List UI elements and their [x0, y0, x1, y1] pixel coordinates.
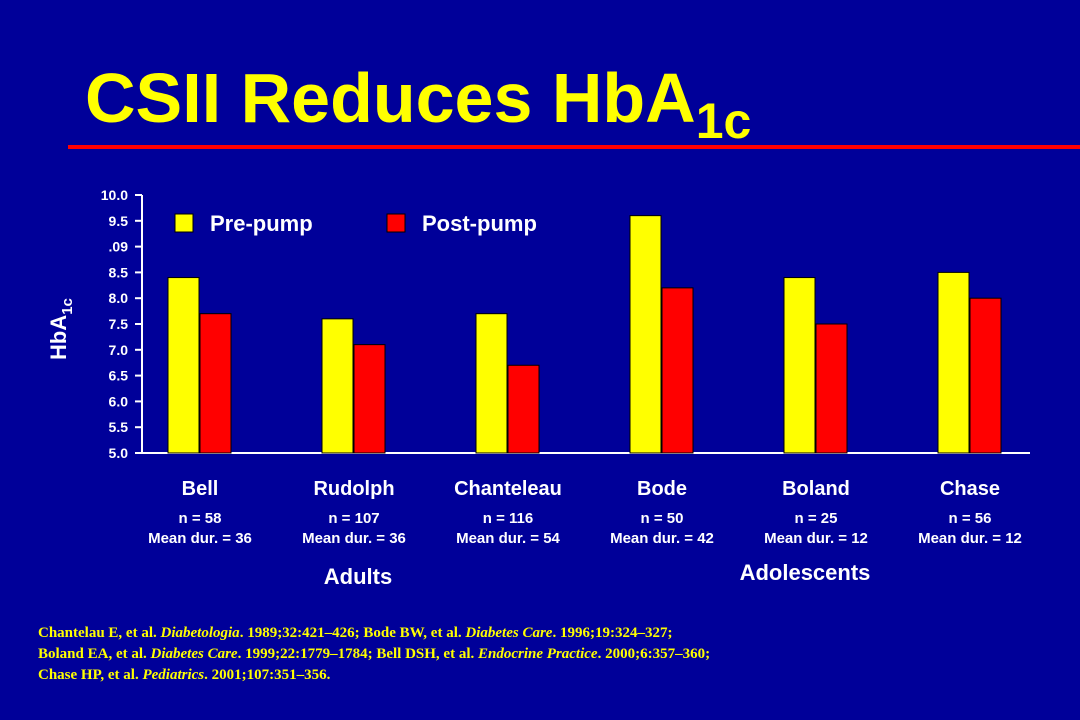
- x-tick-label: Chase: [940, 478, 1000, 500]
- y-tick-label: .09: [109, 239, 129, 255]
- reference-line: Chase HP, et al. Pediatrics. 2001;107:35…: [38, 667, 331, 683]
- x-tick-label: Bell: [182, 478, 219, 500]
- legend-label: Post-pump: [422, 211, 537, 236]
- sample-size: n = 56: [949, 510, 992, 527]
- title-text: CSII Reduces HbA: [85, 59, 696, 137]
- sample-size: n = 25: [795, 510, 838, 527]
- reference-part: Boland EA, et al.: [38, 646, 151, 662]
- y-tick-label: 10.0: [101, 187, 128, 203]
- y-tick-label: 7.0: [109, 342, 129, 358]
- y-tick-label: 8.0: [109, 290, 129, 306]
- mean-duration: Mean dur. = 12: [918, 530, 1022, 547]
- mean-duration: Mean dur. = 54: [456, 530, 560, 547]
- mean-duration: Mean dur. = 36: [148, 530, 252, 547]
- y-label-subscript: 1c: [59, 298, 76, 315]
- reference-part: . 2001;107:351–356.: [204, 667, 330, 683]
- reference-part: Diabetes Care: [150, 646, 238, 662]
- reference-part: Chantelau E, et al.: [38, 625, 161, 641]
- legend-swatch: [386, 213, 406, 233]
- y-tick-label: 6.0: [109, 393, 129, 409]
- reference-line: Boland EA, et al. Diabetes Care. 1999;22…: [38, 646, 710, 662]
- group-label: Adolescents: [740, 560, 871, 585]
- reference-part: Diabetologia: [160, 625, 241, 641]
- bar: [815, 323, 848, 454]
- bar: [353, 344, 386, 454]
- legend-swatch: [174, 213, 194, 233]
- y-label-text: HbA: [46, 315, 71, 360]
- y-tick-label: 5.0: [109, 445, 129, 461]
- group-label: Adults: [324, 564, 392, 589]
- mean-duration: Mean dur. = 36: [302, 530, 406, 547]
- y-tick-label: 7.5: [109, 316, 129, 332]
- y-tick-label: 6.5: [109, 368, 129, 384]
- bar: [969, 297, 1002, 454]
- bar: [475, 313, 508, 454]
- x-tick-label: Boland: [782, 478, 850, 500]
- y-tick-label: 8.5: [109, 264, 129, 280]
- bar: [937, 271, 970, 454]
- bar: [783, 277, 816, 454]
- bar: [629, 215, 662, 454]
- legend-label: Pre-pump: [210, 211, 313, 236]
- bar: [167, 277, 200, 454]
- x-tick-label: Rudolph: [313, 478, 394, 500]
- reference-part: Chase HP, et al.: [38, 667, 142, 683]
- sample-size: n = 50: [641, 510, 684, 527]
- sample-size: n = 116: [483, 510, 533, 527]
- reference-part: . 2000;6:357–360;: [598, 646, 711, 662]
- bar: [661, 287, 694, 454]
- sample-size: n = 58: [179, 510, 222, 527]
- reference-part: . 1989;32:421–426; Bode BW, et al.: [240, 625, 466, 641]
- x-tick-label: Chanteleau: [454, 478, 562, 500]
- sample-size: n = 107: [328, 510, 379, 527]
- reference-line: Chantelau E, et al. Diabetologia. 1989;3…: [38, 625, 672, 641]
- y-tick-label: 9.5: [109, 213, 129, 229]
- mean-duration: Mean dur. = 42: [610, 530, 714, 547]
- reference-part: Diabetes Care: [464, 625, 552, 641]
- bar: [321, 318, 354, 454]
- title-subscript: 1c: [696, 93, 752, 149]
- slide-title: CSII Reduces HbA1c: [85, 59, 751, 149]
- reference-part: Pediatrics: [142, 667, 204, 683]
- mean-duration: Mean dur. = 12: [764, 530, 868, 547]
- reference-part: . 1996;19:324–327;: [552, 625, 672, 641]
- bar: [507, 364, 540, 454]
- reference-part: . 1999;22:1779–1784; Bell DSH, et al.: [238, 646, 478, 662]
- x-tick-label: Bode: [637, 478, 687, 500]
- reference-part: Endocrine Practice: [477, 646, 598, 662]
- bar: [199, 313, 232, 454]
- y-axis-label: HbA1c: [46, 298, 76, 360]
- y-tick-label: 5.5: [109, 419, 129, 435]
